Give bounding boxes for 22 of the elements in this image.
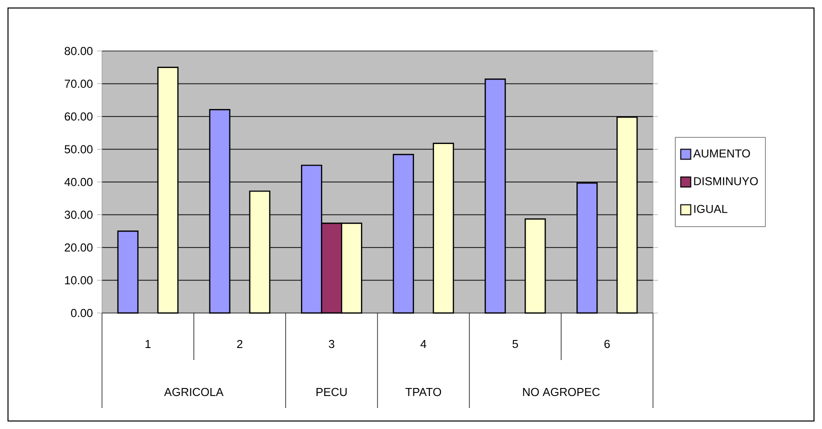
y-tick-label: 60.00 xyxy=(64,112,93,121)
legend-label: IGUAL xyxy=(694,204,728,214)
y-tick-label: 10.00 xyxy=(65,276,93,284)
x-tick-label: 6 xyxy=(604,340,610,348)
y-tick-label: 0.00 xyxy=(71,308,93,318)
legend-label: AUMENTO xyxy=(693,149,750,158)
x-tick-label: 5 xyxy=(512,340,518,348)
legend-label: DISMINUYO xyxy=(694,177,758,186)
text: AGRICOLA xyxy=(164,388,224,396)
text: PECU xyxy=(316,388,347,396)
y-tick-label: 50.00 xyxy=(64,145,93,154)
y-tick-label: 80.00 xyxy=(64,46,93,56)
x-tick-label: 3 xyxy=(328,340,334,348)
text: TPATO xyxy=(405,388,442,396)
y-tick-label: 30.00 xyxy=(64,210,93,219)
text: NO AGROPEC xyxy=(523,388,600,396)
x-tick-label: 2 xyxy=(237,340,242,348)
y-tick-label: 20.00 xyxy=(64,243,93,252)
y-tick-label: 70.00 xyxy=(64,80,93,88)
x-tick-label: 4 xyxy=(420,340,426,348)
y-tick-label: 40.00 xyxy=(64,178,93,186)
x-tick-label: 1 xyxy=(146,340,151,348)
